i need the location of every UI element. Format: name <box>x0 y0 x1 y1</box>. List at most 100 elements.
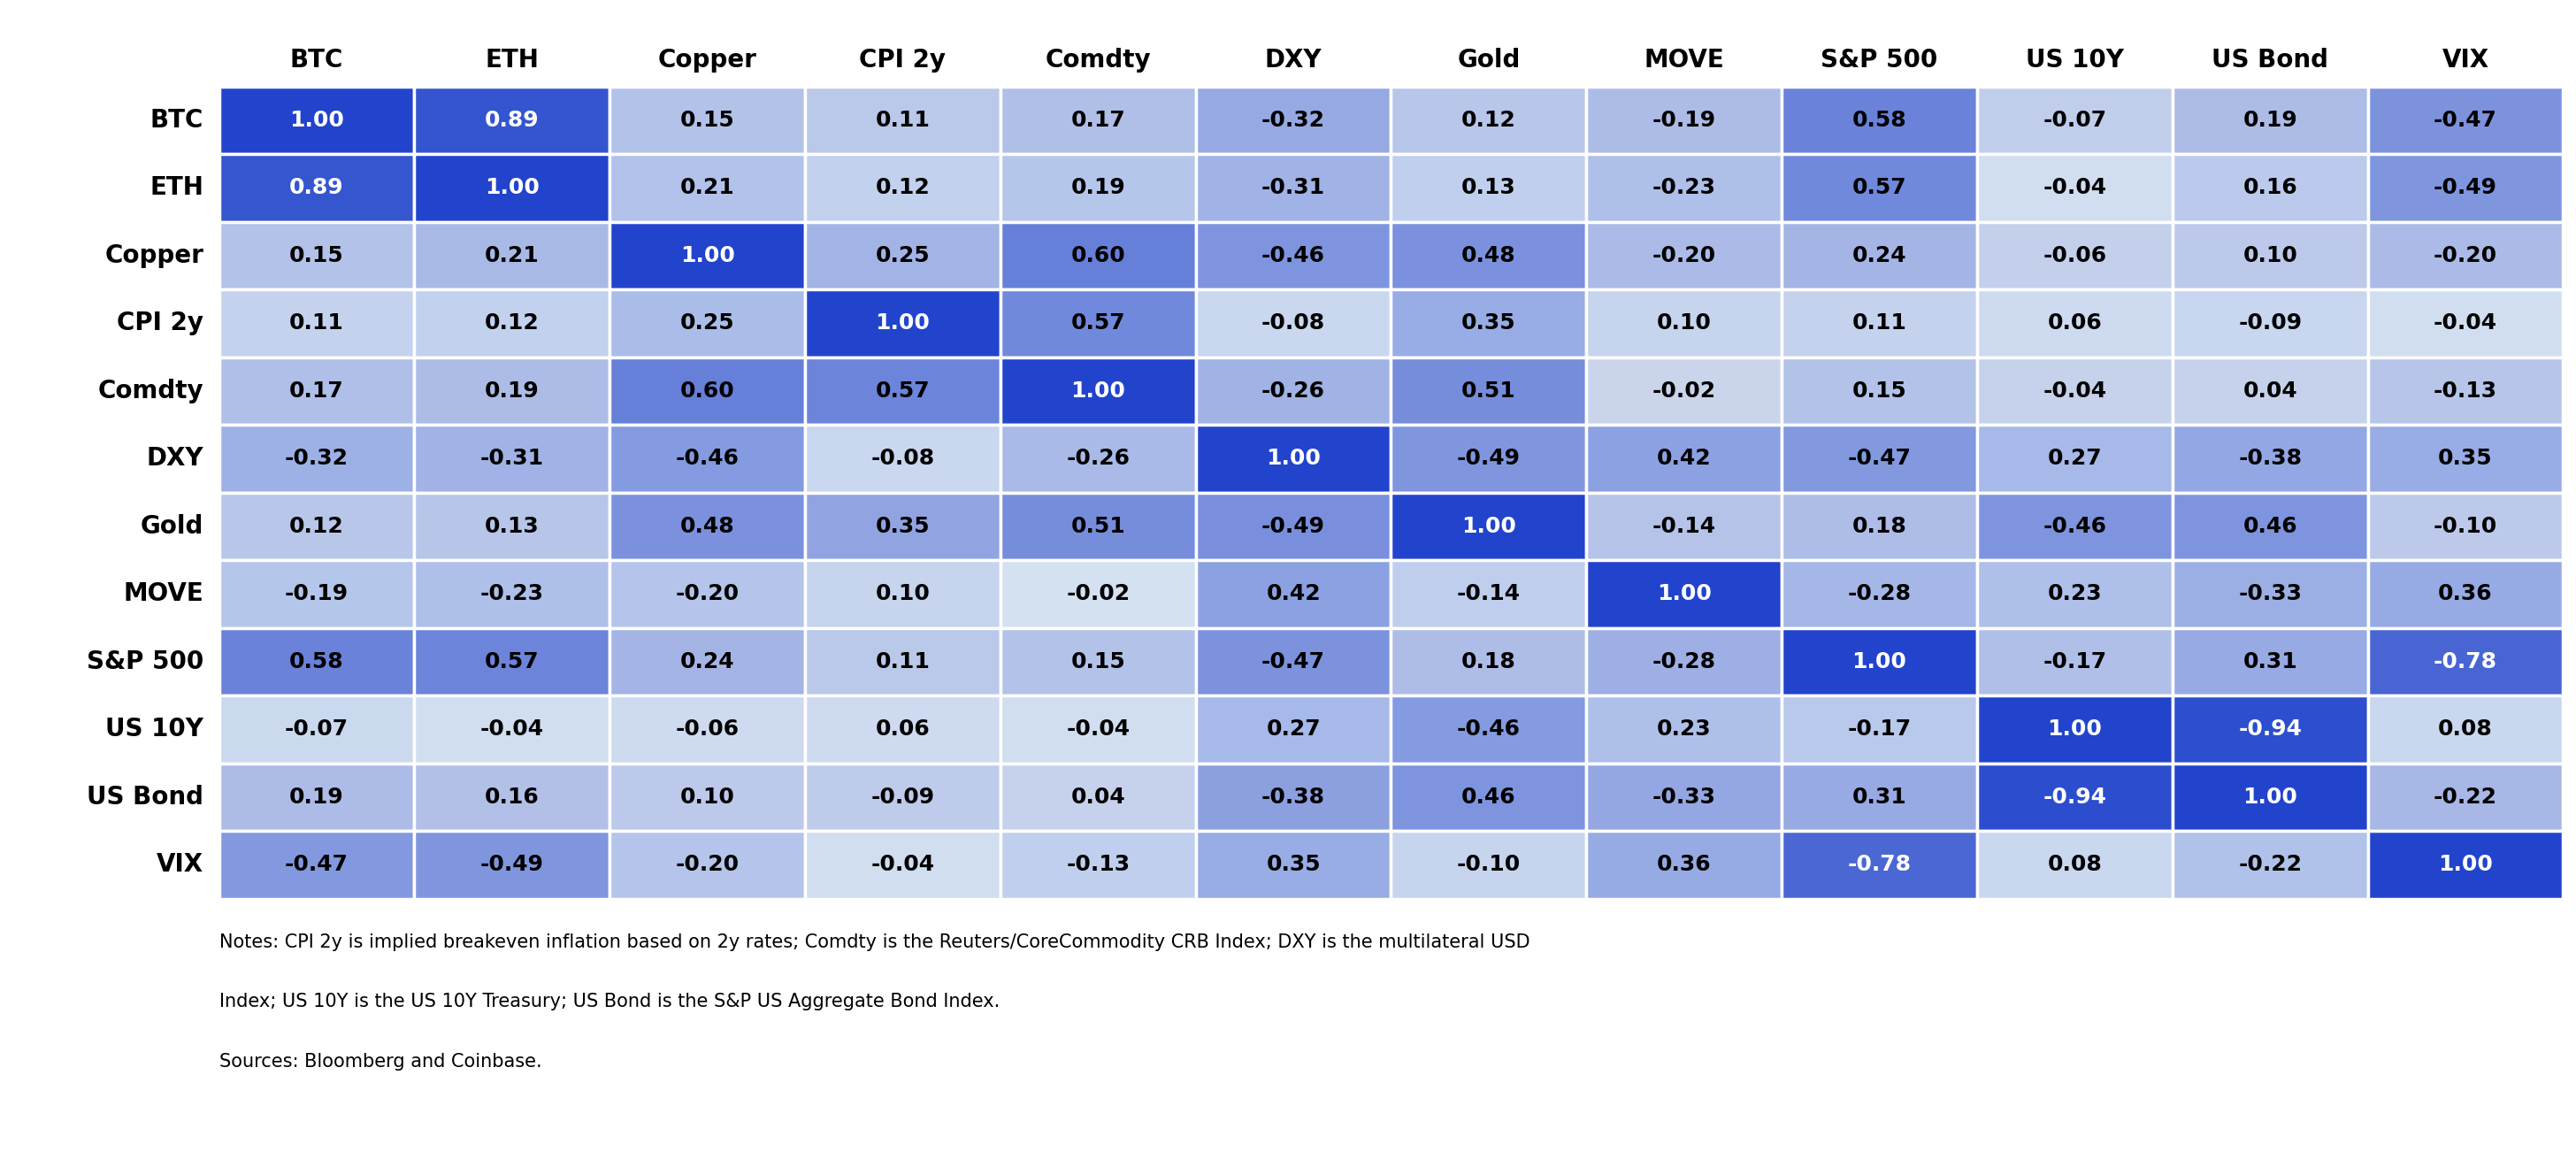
Text: 0.10: 0.10 <box>680 787 734 808</box>
Bar <box>1978 628 2172 696</box>
Bar <box>2367 628 2563 696</box>
Bar <box>1391 86 1587 154</box>
Text: 0.17: 0.17 <box>1072 109 1126 131</box>
Bar <box>415 831 611 899</box>
Text: 1.00: 1.00 <box>2437 854 2494 876</box>
Text: 0.16: 0.16 <box>2244 177 2298 198</box>
Bar <box>1391 493 1587 560</box>
Text: 1.00: 1.00 <box>1265 448 1321 469</box>
Text: VIX: VIX <box>157 852 204 877</box>
Text: -0.28: -0.28 <box>1847 583 1911 605</box>
Text: -0.23: -0.23 <box>479 583 544 605</box>
Bar <box>611 86 804 154</box>
Text: 0.60: 0.60 <box>680 380 734 402</box>
Bar <box>1195 425 1391 493</box>
Bar <box>611 696 804 763</box>
Text: -0.31: -0.31 <box>479 448 544 469</box>
Text: -0.47: -0.47 <box>2434 109 2496 131</box>
Text: VIX: VIX <box>2442 47 2488 73</box>
Bar <box>804 425 999 493</box>
Text: 0.08: 0.08 <box>2048 854 2102 876</box>
Bar <box>1391 425 1587 493</box>
Bar <box>611 425 804 493</box>
Bar <box>1783 86 1978 154</box>
Bar <box>2172 560 2367 628</box>
Text: -0.33: -0.33 <box>1651 787 1716 808</box>
Bar <box>2367 86 2563 154</box>
Text: 0.06: 0.06 <box>876 719 930 740</box>
Bar <box>1783 763 1978 831</box>
Bar <box>611 560 804 628</box>
Bar <box>804 560 999 628</box>
Text: -0.23: -0.23 <box>1651 177 1716 198</box>
Bar <box>611 357 804 425</box>
Text: -0.26: -0.26 <box>1262 380 1324 402</box>
Text: -0.49: -0.49 <box>479 854 544 876</box>
Text: S&P 500: S&P 500 <box>88 650 204 674</box>
Bar <box>1978 154 2172 221</box>
Bar <box>1978 221 2172 289</box>
Text: -0.38: -0.38 <box>2239 448 2303 469</box>
Bar <box>2367 289 2563 357</box>
Text: -0.20: -0.20 <box>675 854 739 876</box>
Bar <box>219 560 415 628</box>
Bar <box>1783 425 1978 493</box>
Text: Comdty: Comdty <box>98 379 204 403</box>
Text: US Bond: US Bond <box>2213 47 2329 73</box>
Bar <box>1978 86 2172 154</box>
Text: -0.02: -0.02 <box>1651 380 1716 402</box>
Text: US 10Y: US 10Y <box>106 717 204 742</box>
Text: 0.04: 0.04 <box>2244 380 2298 402</box>
Bar <box>2367 493 2563 560</box>
Bar <box>611 154 804 221</box>
Bar <box>219 221 415 289</box>
Text: 1.00: 1.00 <box>1461 516 1517 537</box>
Bar <box>2172 763 2367 831</box>
Text: 1.00: 1.00 <box>289 109 345 131</box>
Text: 0.31: 0.31 <box>2244 651 2298 673</box>
Text: 0.19: 0.19 <box>2244 109 2298 131</box>
Bar <box>1391 289 1587 357</box>
Text: 0.57: 0.57 <box>1852 177 1906 198</box>
Bar <box>2172 86 2367 154</box>
Bar <box>415 560 611 628</box>
Bar <box>1587 221 1783 289</box>
Text: -0.04: -0.04 <box>2043 380 2107 402</box>
Text: DXY: DXY <box>147 446 204 471</box>
Text: -0.22: -0.22 <box>2239 854 2303 876</box>
Bar <box>804 357 999 425</box>
Text: -0.49: -0.49 <box>1262 516 1324 537</box>
Text: 0.08: 0.08 <box>2437 719 2494 740</box>
Text: 0.12: 0.12 <box>484 312 538 334</box>
Text: 0.27: 0.27 <box>2048 448 2102 469</box>
Text: -0.08: -0.08 <box>1262 312 1324 334</box>
Bar <box>2172 289 2367 357</box>
Bar <box>219 86 415 154</box>
Bar <box>804 86 999 154</box>
Bar <box>219 357 415 425</box>
Bar <box>1783 289 1978 357</box>
Text: -0.20: -0.20 <box>1651 245 1716 266</box>
Text: 0.35: 0.35 <box>1461 312 1515 334</box>
Bar <box>611 493 804 560</box>
Text: -0.22: -0.22 <box>2434 787 2496 808</box>
Text: 0.42: 0.42 <box>1267 583 1321 605</box>
Text: 0.60: 0.60 <box>1072 245 1126 266</box>
Text: -0.10: -0.10 <box>2434 516 2496 537</box>
Bar <box>1391 560 1587 628</box>
Text: 0.25: 0.25 <box>680 312 734 334</box>
Text: -0.20: -0.20 <box>675 583 739 605</box>
Text: -0.47: -0.47 <box>286 854 348 876</box>
Bar <box>804 493 999 560</box>
Bar <box>1195 763 1391 831</box>
Text: -0.32: -0.32 <box>1262 109 1324 131</box>
Bar <box>1783 357 1978 425</box>
Text: -0.17: -0.17 <box>1847 719 1911 740</box>
Text: 0.10: 0.10 <box>2244 245 2298 266</box>
Text: Gold: Gold <box>139 514 204 539</box>
Bar <box>219 289 415 357</box>
Bar <box>219 763 415 831</box>
Text: 0.11: 0.11 <box>1852 312 1906 334</box>
Text: 0.89: 0.89 <box>484 109 538 131</box>
Text: ETH: ETH <box>484 47 538 73</box>
